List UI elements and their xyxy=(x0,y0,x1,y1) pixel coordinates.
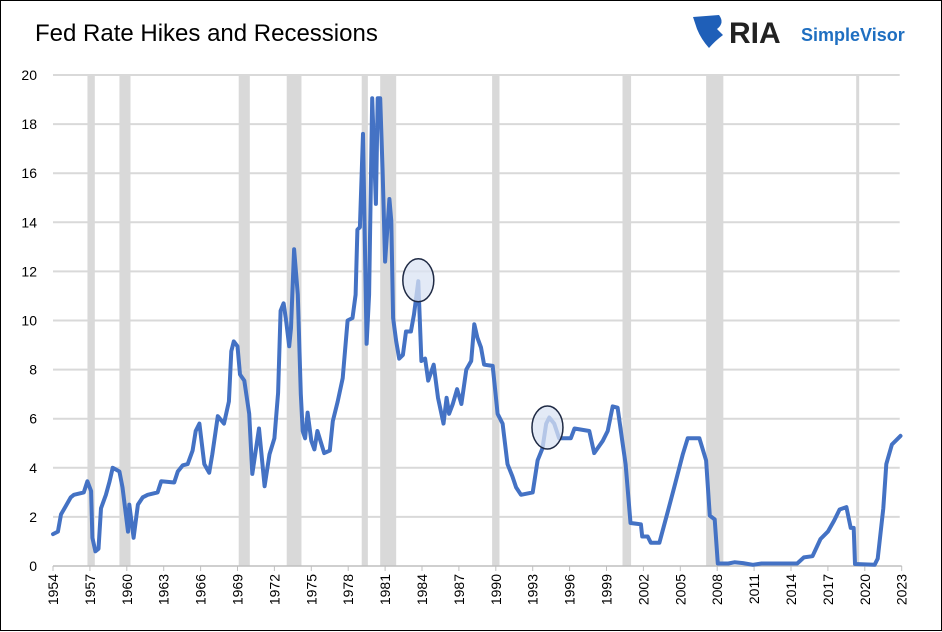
x-tick-label: 1993 xyxy=(525,574,541,605)
x-tick-label: 1954 xyxy=(45,574,61,605)
x-tick-label: 1978 xyxy=(340,574,356,605)
x-tick-label: 2014 xyxy=(783,574,799,605)
x-tick-label: 1957 xyxy=(82,574,98,605)
y-tick-label: 20 xyxy=(21,67,37,83)
eagle-logo-icon xyxy=(693,15,723,48)
y-tick-label: 10 xyxy=(21,313,37,329)
x-tick-label: 1984 xyxy=(414,574,430,605)
y-tick-label: 2 xyxy=(29,509,37,525)
y-tick-label: 12 xyxy=(21,263,37,279)
x-tick-label: 1960 xyxy=(119,574,135,605)
x-tick-label: 2023 xyxy=(894,574,910,605)
y-tick-label: 18 xyxy=(21,116,37,132)
highlight-circle xyxy=(531,405,564,450)
series-line xyxy=(51,96,903,567)
x-tick-label: 1969 xyxy=(230,574,246,605)
highlight-circle xyxy=(402,257,435,303)
x-tick-label: 2005 xyxy=(672,574,688,605)
x-tick-label: 1972 xyxy=(266,574,282,605)
x-tick-label: 1987 xyxy=(451,574,467,605)
x-tick-label: 2008 xyxy=(709,574,725,605)
y-tick-label: 4 xyxy=(29,460,37,476)
x-tick-label: 1975 xyxy=(303,574,319,605)
y-tick-label: 8 xyxy=(29,362,37,378)
logo-brand: RIA xyxy=(729,17,781,50)
x-tick-label: 1990 xyxy=(488,574,504,605)
x-tick-label: 1966 xyxy=(193,574,209,605)
x-tick-label: 2017 xyxy=(820,574,836,605)
x-tick-label: 2002 xyxy=(635,574,651,605)
x-tick-label: 2011 xyxy=(746,574,762,604)
x-tick-label: 1981 xyxy=(377,574,393,605)
x-tick-label: 1996 xyxy=(562,574,578,605)
logo-product: SimpleVisor xyxy=(801,25,905,45)
x-tick-label: 1963 xyxy=(156,574,172,605)
y-tick-label: 14 xyxy=(21,214,37,230)
y-tick-label: 16 xyxy=(21,165,37,181)
y-tick-label: 0 xyxy=(29,558,37,574)
chart-title: Fed Rate Hikes and Recessions xyxy=(35,20,378,47)
logo: RIA SimpleVisor xyxy=(693,15,905,50)
x-tick-label: 1999 xyxy=(599,574,615,605)
y-tick-label: 6 xyxy=(29,411,37,427)
x-tick-label: 2020 xyxy=(857,574,873,605)
